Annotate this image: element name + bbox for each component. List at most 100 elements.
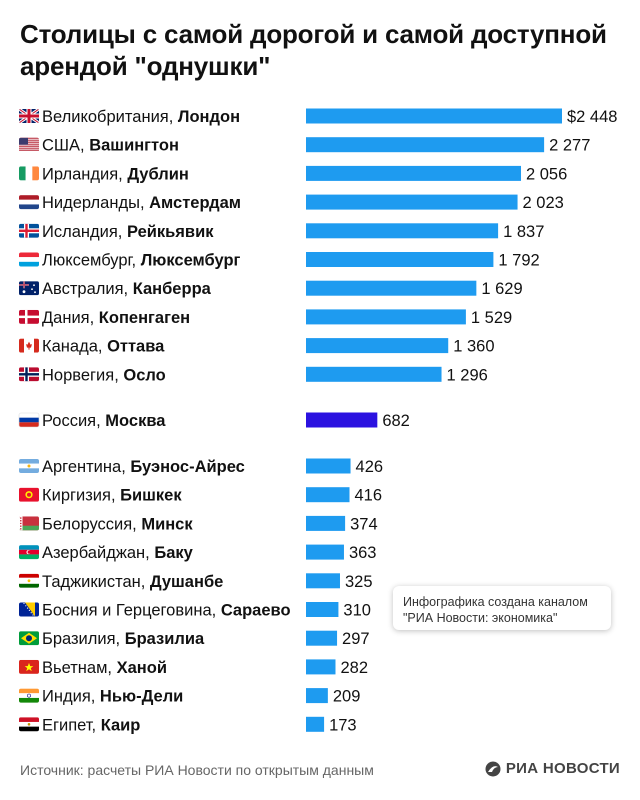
country-name: Люксембург,	[42, 252, 141, 270]
country-name: Вьетнам,	[42, 659, 117, 677]
bar	[306, 515, 346, 531]
belarus-flag-icon	[19, 516, 39, 531]
chart-row: Нидерланды, Амстердам 2 023	[19, 194, 564, 212]
row-label: Дания, Копенгаген	[42, 309, 190, 327]
country-name: Аргентина,	[42, 458, 130, 476]
city-name: Копенгаген	[99, 309, 190, 327]
value-label: 1 529	[471, 309, 512, 327]
chart-row: Канада, Оттава 1 360	[19, 338, 495, 356]
chart-row: Великобритания, Лондон $2 448	[19, 108, 617, 126]
city-name: Душанбе	[150, 573, 223, 591]
country-name: Белоруссия,	[42, 515, 141, 533]
bar	[306, 412, 378, 428]
country-name: Дания,	[42, 309, 99, 327]
value-label: $2 448	[567, 108, 617, 126]
row-label: Таджикистан, Душанбе	[42, 573, 223, 591]
brazil-flag-icon	[19, 631, 39, 646]
row-label: Бразилия, Бразилиа	[42, 630, 205, 648]
chart-row: Дания, Копенгаген 1 529	[19, 309, 512, 327]
chart-row: Индия, Нью-Дели 209	[19, 688, 360, 706]
value-label: 1 629	[481, 280, 522, 298]
russia-flag-icon	[18, 412, 40, 428]
kyrgyzstan-flag-icon	[19, 487, 39, 502]
city-name: Дублин	[127, 165, 189, 183]
chart-row: Ирландия, Дублин 2 056	[19, 165, 567, 183]
bar	[306, 165, 522, 181]
value-label: 1 296	[447, 366, 488, 384]
bar	[306, 688, 328, 704]
value-label: 426	[356, 458, 384, 476]
country-name: Бразилия,	[42, 630, 125, 648]
country-name: Таджикистан,	[42, 573, 150, 591]
uk-flag-icon	[19, 109, 39, 123]
value-label: 1 837	[503, 223, 544, 241]
bar	[306, 366, 442, 382]
chart-row: Вьетнам, Ханой 282	[19, 659, 368, 677]
city-name: Каир	[101, 716, 141, 734]
value-label: 2 023	[523, 194, 564, 212]
city-name: Минск	[141, 515, 193, 533]
row-label: Великобритания, Лондон	[42, 108, 240, 126]
ireland-flag-icon	[19, 166, 39, 181]
egypt-flag-icon	[19, 717, 39, 732]
country-name: Нидерланды,	[42, 194, 149, 212]
bar	[306, 194, 518, 210]
bar	[306, 108, 562, 124]
bar	[306, 137, 545, 153]
row-label: Австралия, Канберра	[42, 280, 212, 298]
city-name: Москва	[105, 412, 166, 430]
india-flag-icon	[19, 688, 39, 703]
value-label: 1 360	[453, 338, 494, 356]
row-label: Босния и Герцеговина, Сараево	[42, 602, 291, 620]
country-name: Великобритания,	[42, 108, 178, 126]
city-name: Вашингтон	[89, 137, 179, 155]
chart-row: Исландия, Рейкьявик 1 837	[19, 223, 544, 241]
argentina-flag-icon	[19, 459, 39, 473]
country-name: Индия,	[42, 688, 100, 706]
chart-row: Белоруссия, Минск 374	[19, 515, 378, 533]
row-label: Ирландия, Дублин	[42, 165, 189, 183]
bar	[306, 544, 344, 560]
note-line-2: "РИА Новости: экономика"	[403, 611, 558, 625]
norway-flag-icon	[19, 367, 39, 382]
chart-row: Бразилия, Бразилиа 297	[19, 630, 370, 648]
value-label: 2 056	[526, 165, 567, 183]
country-name: Канада,	[42, 338, 107, 356]
value-label: 363	[349, 544, 377, 562]
country-name: Ирландия,	[42, 165, 127, 183]
bar	[306, 602, 339, 617]
country-name: Австралия,	[42, 280, 133, 298]
row-label: Исландия, Рейкьявик	[42, 223, 214, 241]
city-name: Ханой	[117, 659, 167, 677]
source-text: Источник: расчеты РИА Новости по открыты…	[20, 762, 374, 778]
value-label: 297	[342, 630, 370, 648]
row-label: Россия, Москва	[42, 412, 166, 430]
row-label: Вьетнам, Ханой	[42, 659, 167, 677]
luxembourg-flag-icon	[19, 252, 39, 267]
value-label: 209	[333, 688, 361, 706]
city-name: Бишкек	[120, 487, 182, 505]
chart-row: Киргизия, Бишкек 416	[19, 487, 382, 505]
canada-flag-icon	[19, 338, 39, 353]
row-label: Киргизия, Бишкек	[42, 487, 182, 505]
city-name: Бразилиа	[125, 630, 205, 648]
chart-row: Босния и Герцеговина, Сараево 310	[19, 602, 371, 620]
value-label: 310	[343, 602, 371, 620]
value-label: 2 277	[549, 137, 590, 155]
usa-flag-icon	[19, 137, 39, 152]
city-name: Лондон	[178, 108, 240, 126]
value-label: 282	[340, 659, 368, 677]
city-name: Нью-Дели	[100, 688, 183, 706]
country-name: Азербайджан,	[42, 544, 154, 562]
city-name: Осло	[123, 366, 165, 384]
chart-row: Россия, Москва 682	[18, 412, 410, 430]
row-label: Норвегия, Осло	[42, 366, 166, 384]
row-label: Нидерланды, Амстердам	[42, 194, 241, 212]
city-name: Сараево	[221, 602, 291, 620]
bar	[306, 458, 351, 474]
netherlands-flag-icon	[19, 195, 39, 210]
value-label: 374	[350, 515, 378, 533]
value-label: 1 792	[498, 252, 539, 270]
bar	[306, 716, 325, 732]
